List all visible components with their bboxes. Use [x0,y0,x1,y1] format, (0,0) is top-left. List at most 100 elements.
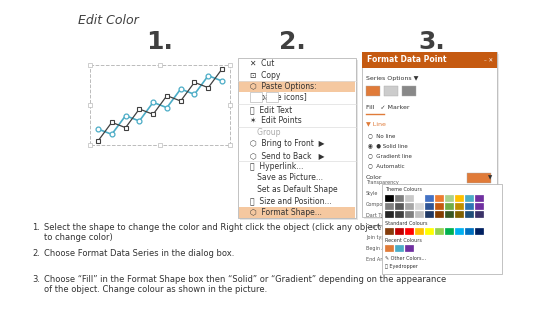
Text: Standard Colours: Standard Colours [385,221,427,226]
Bar [435,203,444,210]
Bar [364,54,499,219]
Bar [250,92,262,102]
Bar [266,92,278,102]
Bar [415,211,424,218]
Bar [445,211,454,218]
Bar [382,184,502,274]
Text: Format Data Point: Format Data Point [367,55,446,65]
Bar [405,211,414,218]
Bar [455,228,464,235]
Bar [455,195,464,202]
Bar [415,228,424,235]
Text: Group: Group [250,128,281,137]
Bar [445,195,454,202]
Text: ○  Automatic: ○ Automatic [368,163,405,168]
Text: ○  No line: ○ No line [368,133,395,138]
Text: – ✕: – ✕ [484,58,493,62]
Text: ⬡  Paste Options:: ⬡ Paste Options: [250,82,316,91]
Text: ⬡  Send to Back   ▶: ⬡ Send to Back ▶ [250,151,324,160]
Bar [425,211,434,218]
Bar [395,203,404,210]
Bar [385,203,394,210]
Bar [475,211,484,218]
Text: ◉  ● Solid line: ◉ ● Solid line [368,143,408,148]
Bar [239,81,355,92]
Bar [425,228,434,235]
Bar [240,60,358,220]
Text: 2.: 2. [279,30,305,54]
Bar [395,195,404,202]
Bar [405,203,414,210]
Bar [385,245,394,252]
Bar [90,65,230,145]
Text: 3.: 3. [419,30,445,54]
Bar [158,143,162,147]
Text: Set as Default Shape: Set as Default Shape [250,185,338,194]
Text: ⬡  Bring to Front  ▶: ⬡ Bring to Front ▶ [250,139,324,148]
Bar [239,207,355,218]
Bar [384,86,398,96]
Text: Dart Type: Dart Type [366,213,390,218]
Text: Fill   ✓ Marker: Fill ✓ Marker [366,105,409,110]
Text: Select the shape to change the color and Right click the object (click any objec: Select the shape to change the color and… [44,223,449,243]
Text: ⬡  Format Shape...: ⬡ Format Shape... [250,208,322,217]
Bar [405,195,414,202]
Text: ⬜  Size and Position...: ⬜ Size and Position... [250,196,332,205]
Text: 💧 Eyedropper: 💧 Eyedropper [385,264,418,269]
Text: ✕  Cut: ✕ Cut [250,59,274,68]
Bar [425,195,434,202]
Bar [395,211,404,218]
Text: Edit Color: Edit Color [78,14,139,27]
Text: 1.: 1. [147,30,174,54]
Bar [395,228,404,235]
Bar [228,143,232,147]
Bar [385,228,394,235]
Bar [228,63,232,67]
Text: ○  Gradient line: ○ Gradient line [368,153,412,158]
Bar [415,203,424,210]
Bar [455,211,464,218]
Bar [475,228,484,235]
Text: Choose “Fill” in the Format Shape box then “Solid” or “Gradient” depending on th: Choose “Fill” in the Format Shape box th… [44,275,446,295]
Text: Color: Color [366,175,382,180]
Bar [475,195,484,202]
Text: Theme Colours: Theme Colours [385,187,422,192]
Text: ✎ Other Colors...: ✎ Other Colors... [385,256,426,261]
Bar [362,52,497,68]
Bar [435,211,444,218]
Bar [88,143,92,147]
Bar [362,52,497,217]
Bar [465,195,474,202]
Text: ⊡  Copy: ⊡ Copy [250,71,281,80]
Bar [238,58,356,218]
Bar [435,228,444,235]
Text: Save as Picture...: Save as Picture... [250,174,323,182]
Text: ▼ Line: ▼ Line [366,121,386,126]
Text: Series Options ▼: Series Options ▼ [366,76,418,81]
Bar [445,203,454,210]
Text: ✶  Edit Points: ✶ Edit Points [250,116,302,125]
Text: ▼: ▼ [488,175,492,180]
Bar [455,203,464,210]
Bar [405,228,414,235]
Bar [88,63,92,67]
Bar [402,86,416,96]
Text: Compound: Compound [366,202,393,207]
Bar [415,195,424,202]
Text: Join type: Join type [366,235,388,240]
Bar [467,173,491,183]
Text: Recent Colours: Recent Colours [385,238,422,243]
Bar [445,228,454,235]
Bar [395,245,404,252]
Text: Cap type: Cap type [366,224,388,229]
Bar [88,103,92,107]
Text: 1.: 1. [32,223,40,232]
Bar [465,203,474,210]
Text: Begin Arrow: Begin Arrow [366,246,396,251]
Text: Style: Style [366,191,379,196]
Text: 2.: 2. [32,249,40,258]
Text: 🔗  Hyperlink...: 🔗 Hyperlink... [250,162,304,171]
Bar [435,195,444,202]
Bar [465,228,474,235]
Bar [475,203,484,210]
